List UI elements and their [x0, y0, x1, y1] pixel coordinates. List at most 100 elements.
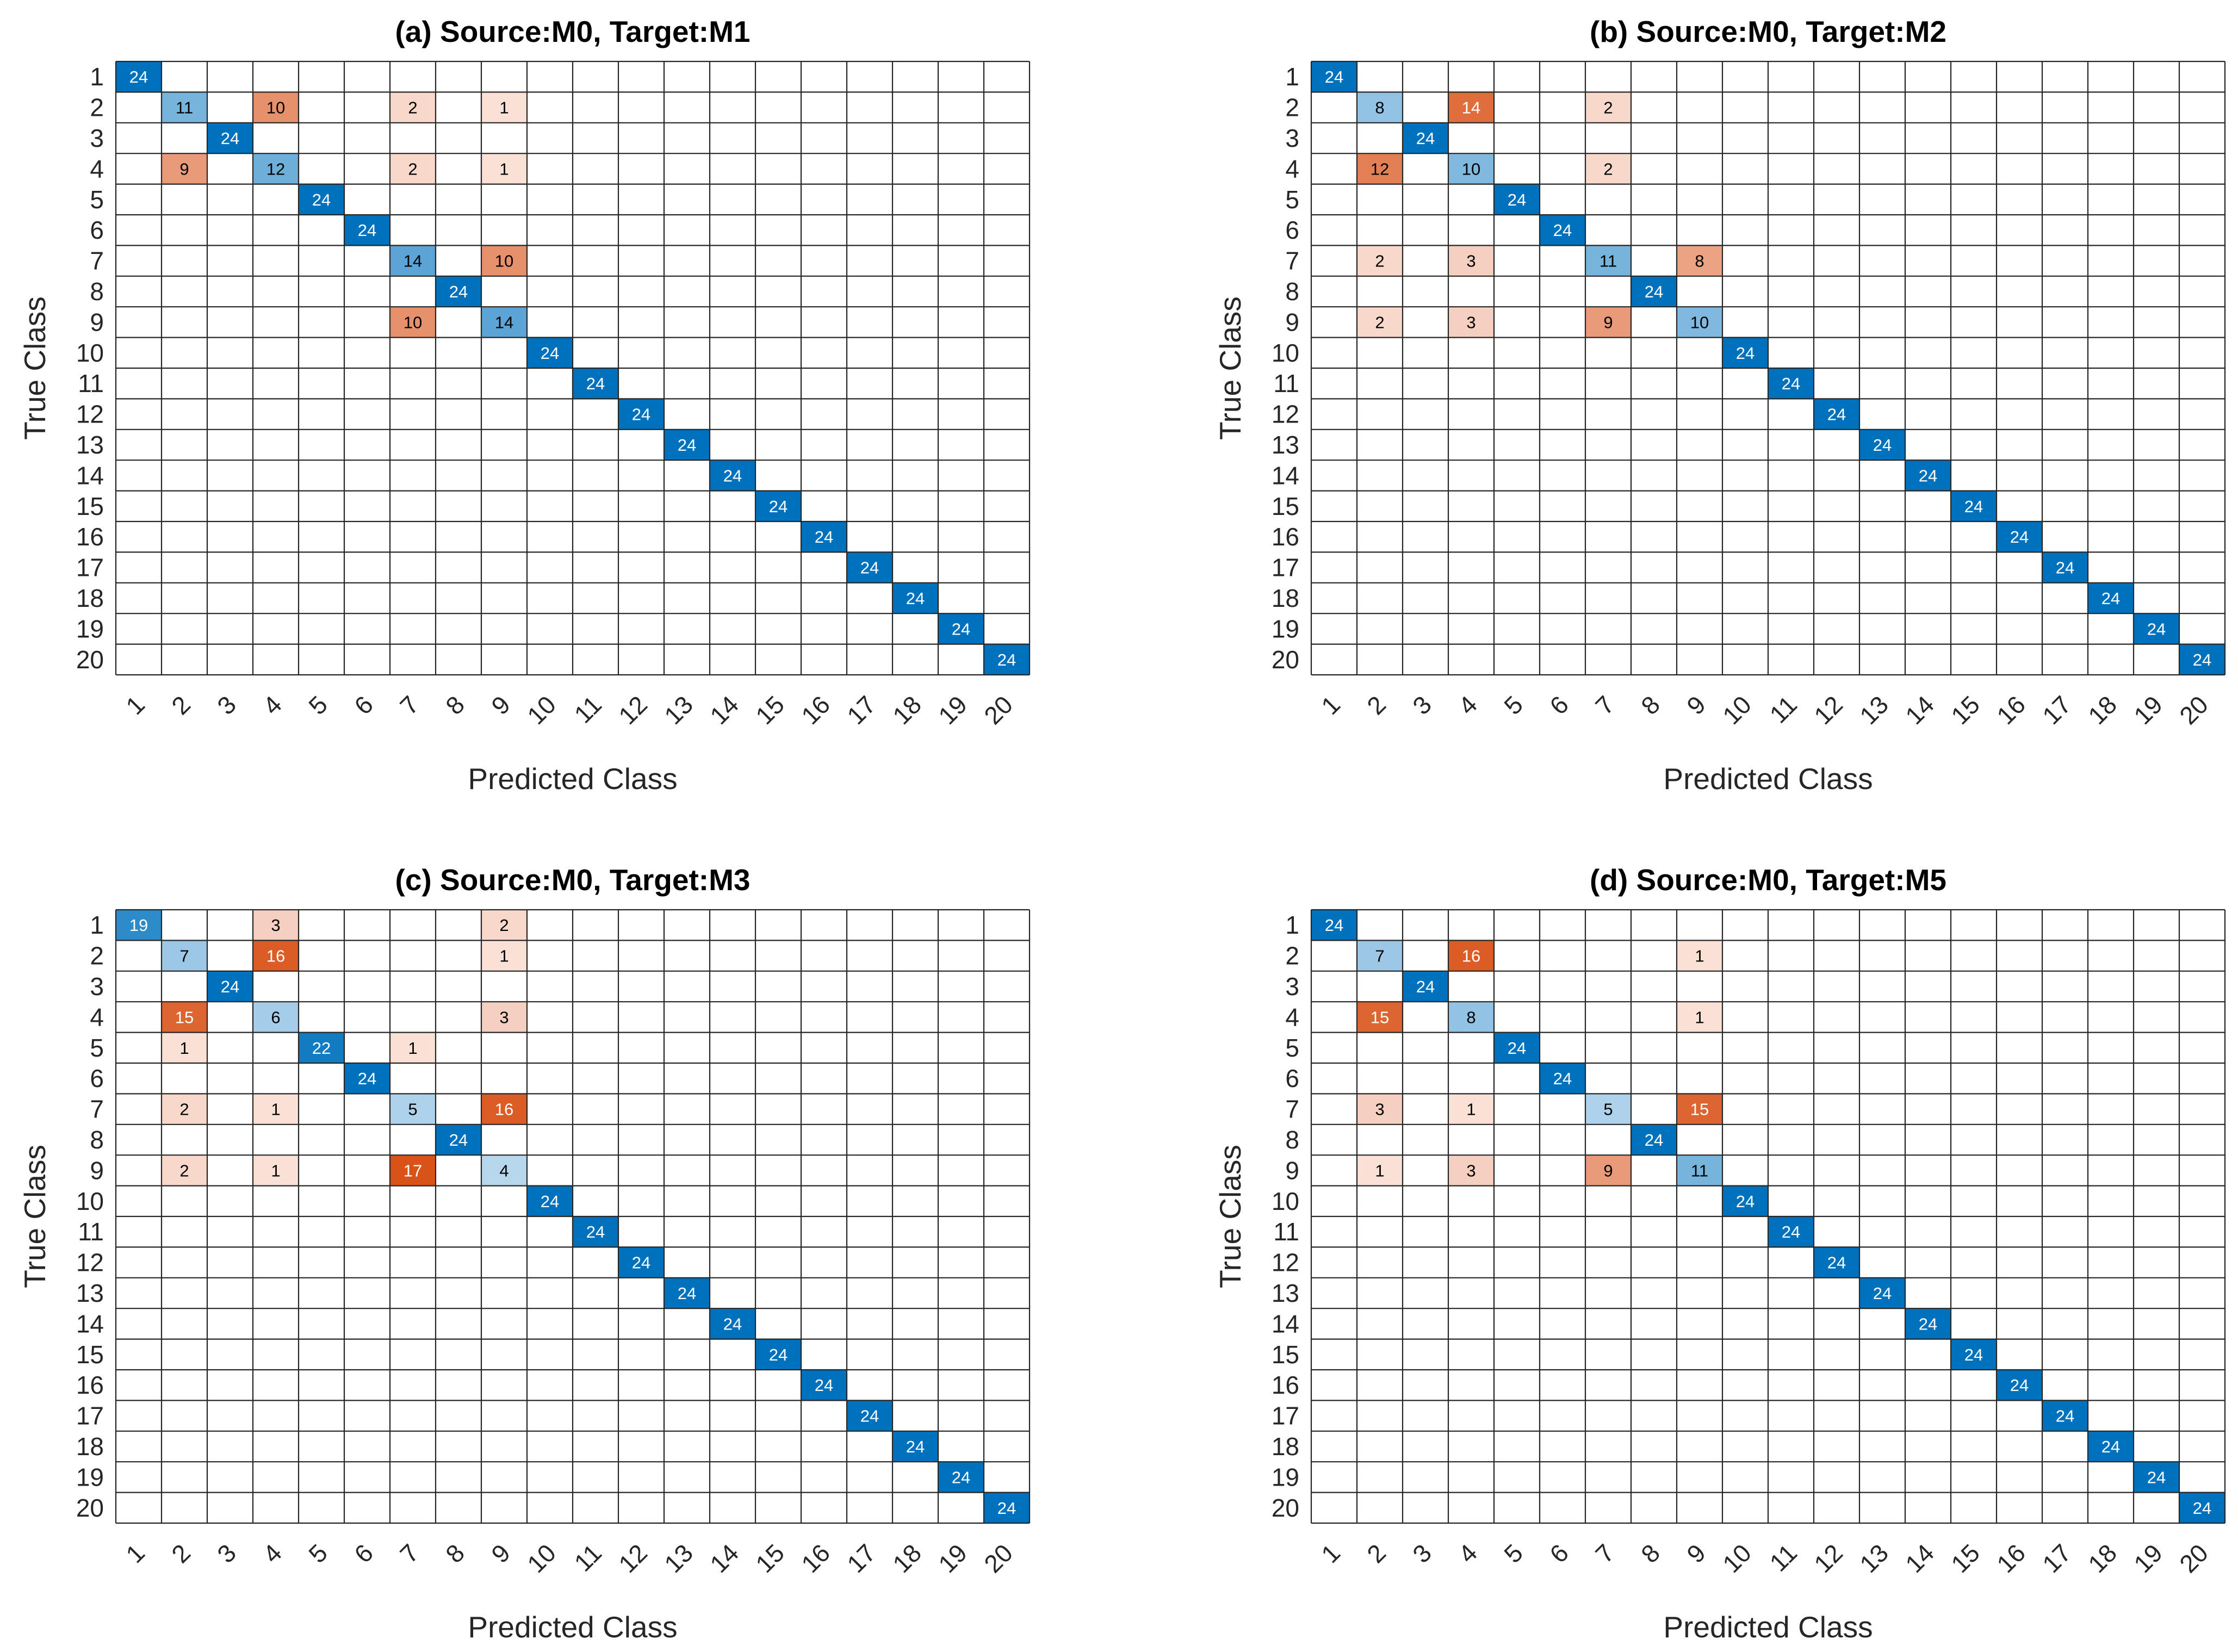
cell-value-17-17: 24 [860, 1407, 879, 1426]
y-axis-label: True Class [18, 1145, 52, 1288]
y-tick-label: 18 [76, 1432, 104, 1461]
y-tick-label: 12 [1272, 1249, 1299, 1277]
diag-cell-10-10 [527, 337, 573, 368]
y-tick-label: 7 [1285, 247, 1299, 275]
cell-value-20-20: 24 [2193, 1499, 2211, 1518]
cell-value-18-18: 24 [2101, 1437, 2120, 1456]
y-tick-label: 3 [1285, 972, 1299, 1001]
x-tick-label: 20 [2174, 690, 2214, 730]
y-tick-label: 10 [76, 1187, 104, 1215]
x-tick-label: 4 [257, 1538, 287, 1568]
x-tick-label: 3 [1407, 690, 1437, 720]
y-tick-label: 4 [90, 1003, 104, 1031]
cell-value-2-7: 2 [408, 98, 417, 117]
diag-cell-11-11 [1768, 1216, 1814, 1247]
cell-value-3-3: 24 [1416, 977, 1435, 996]
x-tick-label: 12 [1808, 1538, 1848, 1578]
diag-cell-9-9 [1677, 307, 1722, 338]
cell-value-13-13: 24 [1873, 436, 1892, 455]
cell-value-6-6: 24 [358, 1069, 376, 1088]
cell-value-17-17: 24 [860, 558, 879, 577]
x-tick-label: 14 [1900, 690, 1939, 730]
off-cell-9-7 [390, 307, 436, 338]
y-tick-label: 14 [76, 461, 104, 489]
y-tick-label: 9 [1285, 308, 1299, 336]
y-tick-label: 16 [1272, 523, 1299, 551]
x-tick-label: 11 [569, 690, 607, 729]
cell-value-14-14: 24 [1919, 1314, 1937, 1333]
x-tick-label: 10 [1717, 690, 1757, 730]
diag-cell-15-15 [755, 1339, 801, 1370]
x-tick-label: 18 [887, 1538, 927, 1578]
x-tick-label: 2 [166, 690, 196, 720]
x-tick-label: 17 [841, 690, 881, 730]
cell-value-9-9: 4 [499, 1161, 509, 1180]
cell-value-2-4: 14 [1462, 98, 1480, 117]
diag-cell-2-2 [1357, 940, 1403, 971]
diag-cell-17-17 [847, 1400, 892, 1431]
x-tick-label: 10 [1717, 1538, 1757, 1578]
cell-value-9-2: 1 [1375, 1161, 1384, 1180]
y-tick-label: 11 [78, 369, 104, 398]
y-tick-label: 1 [1285, 911, 1299, 939]
cell-value-7-4: 1 [271, 1100, 280, 1119]
x-tick-label: 12 [613, 690, 653, 730]
cell-value-15-15: 24 [1964, 1345, 1983, 1364]
x-tick-label: 17 [841, 1538, 881, 1578]
diag-cell-20-20 [984, 644, 1030, 675]
diag-cell-13-13 [664, 429, 710, 461]
off-cell-2-4 [1448, 940, 1494, 971]
cell-value-1-1: 24 [1325, 916, 1343, 935]
y-tick-label: 12 [1272, 400, 1299, 428]
x-tick-label: 20 [978, 690, 1018, 730]
cell-value-2-2: 8 [1375, 98, 1384, 117]
y-tick-label: 9 [90, 308, 104, 336]
y-tick-label: 14 [76, 1309, 104, 1338]
cell-value-7-2: 2 [1375, 252, 1384, 271]
off-cell-9-4 [1448, 1155, 1494, 1186]
cell-value-13-13: 24 [678, 1284, 696, 1303]
off-cell-5-7 [390, 1032, 436, 1063]
y-tick-label: 20 [76, 645, 104, 674]
y-tick-label: 2 [1285, 94, 1299, 122]
cell-value-9-7: 9 [1603, 313, 1613, 332]
x-tick-label: 5 [1498, 690, 1528, 720]
y-tick-label: 4 [90, 154, 104, 183]
cell-value-12-12: 24 [1827, 1253, 1846, 1272]
y-tick-label: 8 [90, 277, 104, 306]
cell-value-7-7: 14 [404, 252, 422, 271]
diag-cell-4-4 [253, 1002, 299, 1033]
x-tick-label: 15 [750, 690, 790, 730]
off-cell-4-9 [481, 153, 527, 184]
cell-value-20-20: 24 [997, 650, 1016, 669]
x-tick-label: 9 [1681, 1538, 1711, 1568]
y-tick-label: 15 [76, 492, 104, 520]
diag-cell-5-5 [1494, 1032, 1540, 1063]
cell-value-16-16: 24 [2010, 1376, 2029, 1395]
cell-value-11-11: 24 [586, 1222, 605, 1241]
chart-title: (b) Source:M0, Target:M2 [1590, 15, 1946, 48]
y-tick-label: 10 [1272, 1187, 1299, 1215]
x-axis-label: Predicted Class [1663, 762, 1873, 796]
y-tick-label: 8 [1285, 1126, 1299, 1154]
y-tick-label: 13 [76, 1279, 104, 1307]
y-tick-label: 9 [90, 1156, 104, 1184]
x-axis-label: Predicted Class [468, 762, 677, 796]
off-cell-4-2 [1357, 153, 1403, 184]
diag-cell-5-5 [1494, 184, 1540, 215]
cell-value-4-7: 2 [408, 159, 417, 178]
x-tick-label: 7 [1590, 690, 1620, 720]
off-cell-4-9 [1677, 1002, 1722, 1033]
cell-value-2-4: 10 [266, 98, 285, 117]
off-cell-4-2 [162, 153, 207, 184]
y-tick-label: 8 [90, 1126, 104, 1154]
cell-value-1-9: 2 [499, 916, 509, 935]
cell-value-18-18: 24 [2101, 589, 2120, 608]
diag-cell-16-16 [801, 1370, 847, 1401]
diag-cell-3-3 [1403, 971, 1448, 1002]
x-tick-label: 20 [2174, 1538, 2214, 1578]
y-tick-label: 18 [76, 584, 104, 612]
diag-cell-4-4 [1448, 1002, 1494, 1033]
diag-cell-12-12 [1814, 1247, 1859, 1278]
